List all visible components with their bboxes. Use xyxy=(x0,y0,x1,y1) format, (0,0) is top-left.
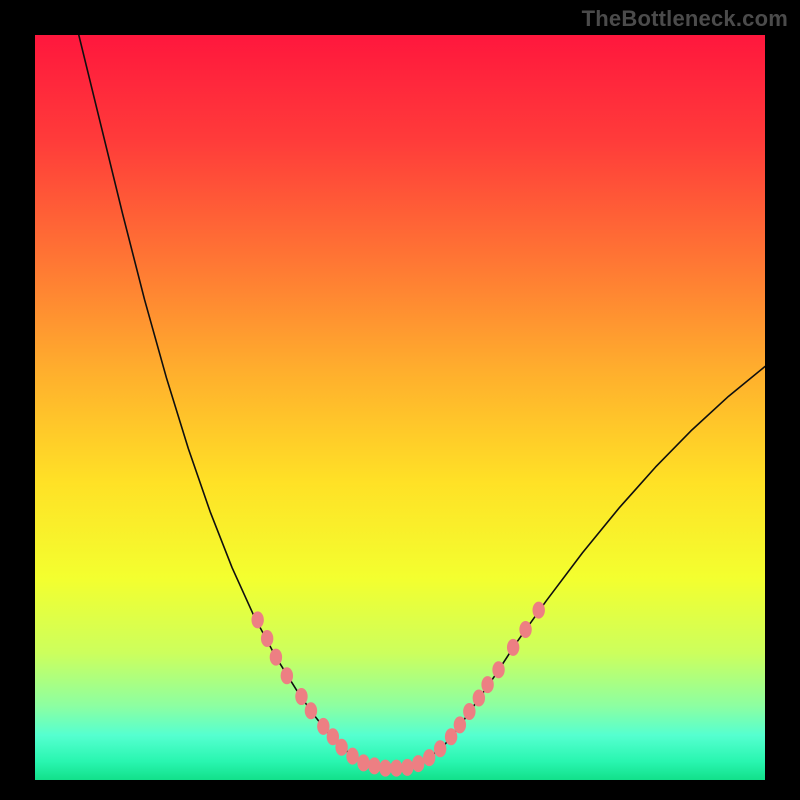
highlight-marker xyxy=(281,667,293,684)
highlight-marker xyxy=(305,702,317,719)
highlight-marker xyxy=(251,611,263,628)
highlight-marker xyxy=(270,649,282,666)
highlight-marker xyxy=(519,621,531,638)
highlight-marker xyxy=(335,739,347,756)
highlight-marker xyxy=(454,716,466,733)
highlight-marker xyxy=(261,630,273,647)
chart-background xyxy=(35,35,765,780)
highlight-marker xyxy=(401,759,413,776)
highlight-marker xyxy=(463,703,475,720)
stage: TheBottleneck.com xyxy=(0,0,800,800)
highlight-marker xyxy=(473,690,485,707)
highlight-marker xyxy=(368,757,380,774)
highlight-marker xyxy=(423,749,435,766)
bottleneck-chart xyxy=(35,35,765,780)
highlight-marker xyxy=(379,760,391,777)
highlight-marker xyxy=(434,740,446,757)
highlight-marker xyxy=(507,639,519,656)
highlight-marker xyxy=(445,728,457,745)
highlight-marker xyxy=(533,602,545,619)
highlight-marker xyxy=(412,755,424,772)
watermark-text: TheBottleneck.com xyxy=(582,6,788,32)
highlight-marker xyxy=(481,676,493,693)
highlight-marker xyxy=(346,748,358,765)
highlight-marker xyxy=(390,760,402,777)
highlight-marker xyxy=(295,688,307,705)
highlight-marker xyxy=(492,661,504,678)
highlight-marker xyxy=(357,754,369,771)
